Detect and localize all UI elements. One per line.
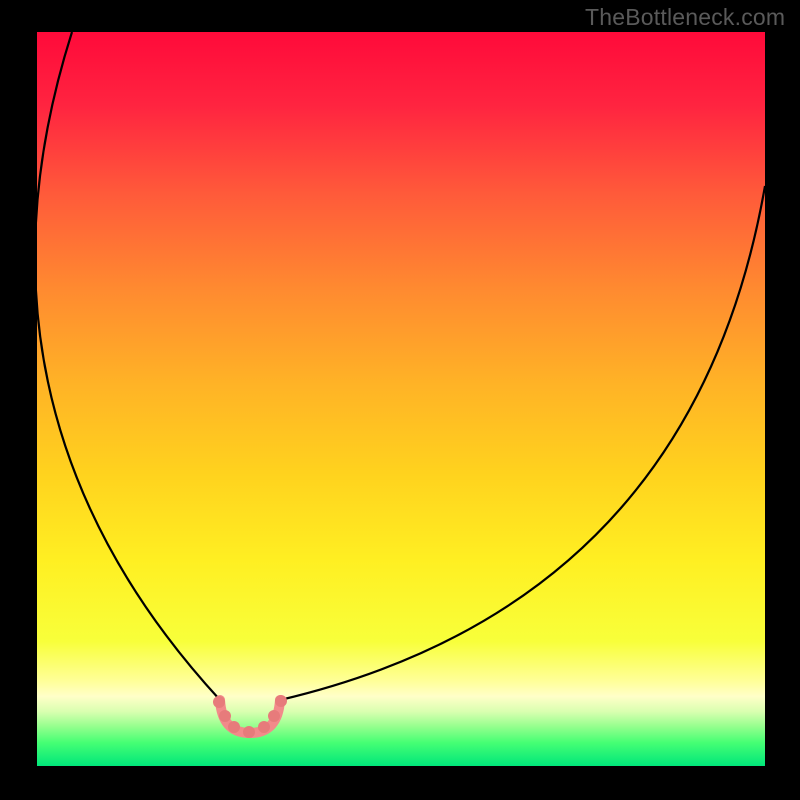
notch-marker [268,710,280,722]
bottleneck-chart [0,0,800,800]
notch-marker [219,710,231,722]
notch-marker [275,695,287,707]
notch-marker [213,696,225,708]
notch-marker [258,721,270,733]
gradient-background [37,32,765,766]
notch-marker [243,726,255,738]
notch-marker [228,721,240,733]
